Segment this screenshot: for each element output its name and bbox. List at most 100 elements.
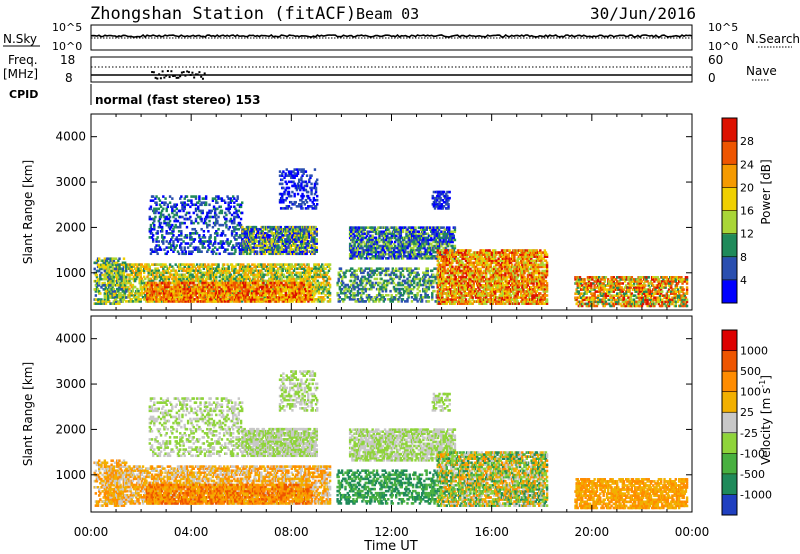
- echo-cell: [317, 263, 321, 266]
- echo-cell: [235, 234, 238, 237]
- echo-cell: [232, 291, 236, 295]
- echo-cell: [301, 196, 304, 200]
- echo-cell: [213, 269, 217, 273]
- echo-cell: [260, 263, 263, 266]
- echo-cell: [191, 273, 194, 277]
- echo-cell: [112, 291, 115, 295]
- echo-cell: [210, 209, 213, 213]
- echo-cell: [169, 293, 173, 297]
- echo-cell: [167, 279, 171, 283]
- echo-cell: [304, 283, 308, 287]
- echo-cell: [111, 285, 114, 289]
- echo-cell: [374, 256, 378, 260]
- echo-cell: [175, 293, 178, 297]
- echo-cell: [371, 238, 374, 242]
- echo-cell: [235, 211, 238, 215]
- echo-cell: [209, 273, 212, 277]
- echo-cell: [290, 267, 293, 271]
- echo-cell: [300, 279, 304, 283]
- echo-cell: [153, 209, 156, 213]
- echo-cell: [315, 246, 319, 249]
- echo-cell: [268, 236, 271, 239]
- echo-cell: [357, 250, 361, 254]
- echo-cell: [167, 217, 171, 221]
- echo-cell: [268, 234, 271, 237]
- echo-cell: [276, 291, 280, 295]
- echo-cell: [303, 248, 306, 251]
- echo-cell: [153, 223, 156, 227]
- echo-cell: [284, 198, 287, 202]
- echo-cell: [165, 229, 168, 233]
- echo-cell: [311, 296, 315, 299]
- echo-cell: [124, 267, 128, 271]
- echo-cell: [213, 236, 217, 239]
- echo-cell: [165, 271, 168, 275]
- echo-cell: [231, 275, 235, 279]
- echo-cell: [190, 199, 193, 202]
- echo-cell: [310, 281, 314, 285]
- echo-cell: [201, 236, 204, 239]
- echo-cell: [189, 244, 192, 247]
- echo-cell: [281, 182, 284, 186]
- echo-cell: [351, 252, 354, 256]
- echo-cell: [173, 209, 176, 213]
- echo-cell: [150, 298, 153, 301]
- echo-cell: [263, 252, 267, 256]
- echo-cell: [353, 252, 356, 256]
- echo-cell: [174, 205, 177, 209]
- nave-dot: [161, 70, 164, 73]
- echo-cell: [259, 244, 262, 247]
- echo-cell: [227, 279, 230, 283]
- station-title: Zhongshan Station (fitACF): [90, 4, 356, 24]
- echo-cell: [318, 275, 322, 279]
- echo-cell: [271, 238, 275, 241]
- echo-cell: [204, 279, 208, 283]
- echo-cell: [217, 267, 220, 271]
- echo-cell: [226, 195, 229, 198]
- echo-cell: [403, 238, 406, 242]
- echo-cell: [306, 269, 309, 273]
- echo-cell: [193, 283, 196, 287]
- echo-cell: [275, 273, 279, 277]
- echo-cell: [319, 265, 323, 268]
- echo-cell: [144, 289, 147, 293]
- echo-cell: [226, 277, 229, 281]
- echo-cell: [366, 240, 370, 244]
- echo-cell: [353, 256, 356, 260]
- echo-cell: [251, 242, 254, 245]
- echo-cell: [303, 300, 307, 303]
- echo-cell: [157, 211, 161, 215]
- echo-cell: [328, 283, 332, 287]
- echo-cell: [302, 244, 305, 247]
- echo-cell: [255, 300, 258, 303]
- echo-cell: [313, 182, 317, 186]
- echo-cell: [234, 207, 237, 211]
- echo-cell: [193, 238, 197, 241]
- echo-cell: [269, 277, 272, 281]
- echo-cell: [293, 283, 297, 287]
- echo-cell: [244, 279, 247, 283]
- echo-cell: [176, 281, 179, 285]
- echo-cell: [186, 203, 190, 207]
- echo-cell: [130, 273, 133, 277]
- echo-cell: [249, 229, 252, 233]
- echo-cell: [272, 283, 275, 287]
- echo-cell: [248, 238, 251, 241]
- echo-cell: [172, 289, 175, 293]
- echo-cell: [152, 289, 156, 293]
- echo-cell: [164, 279, 167, 283]
- echo-cell: [310, 190, 313, 194]
- echo-cell: [202, 275, 206, 279]
- echo-cell: [295, 250, 298, 254]
- echo-cell: [146, 291, 149, 295]
- echo-cell: [251, 289, 254, 293]
- echo-cell: [236, 287, 239, 291]
- echo-cell: [277, 238, 280, 241]
- echo-cell: [315, 250, 319, 254]
- echo-cell: [121, 275, 124, 279]
- echo-cell: [327, 275, 331, 279]
- echo-cell: [197, 201, 200, 205]
- echo-cell: [269, 225, 272, 229]
- echo-cell: [271, 296, 274, 299]
- echo-cell: [307, 291, 310, 295]
